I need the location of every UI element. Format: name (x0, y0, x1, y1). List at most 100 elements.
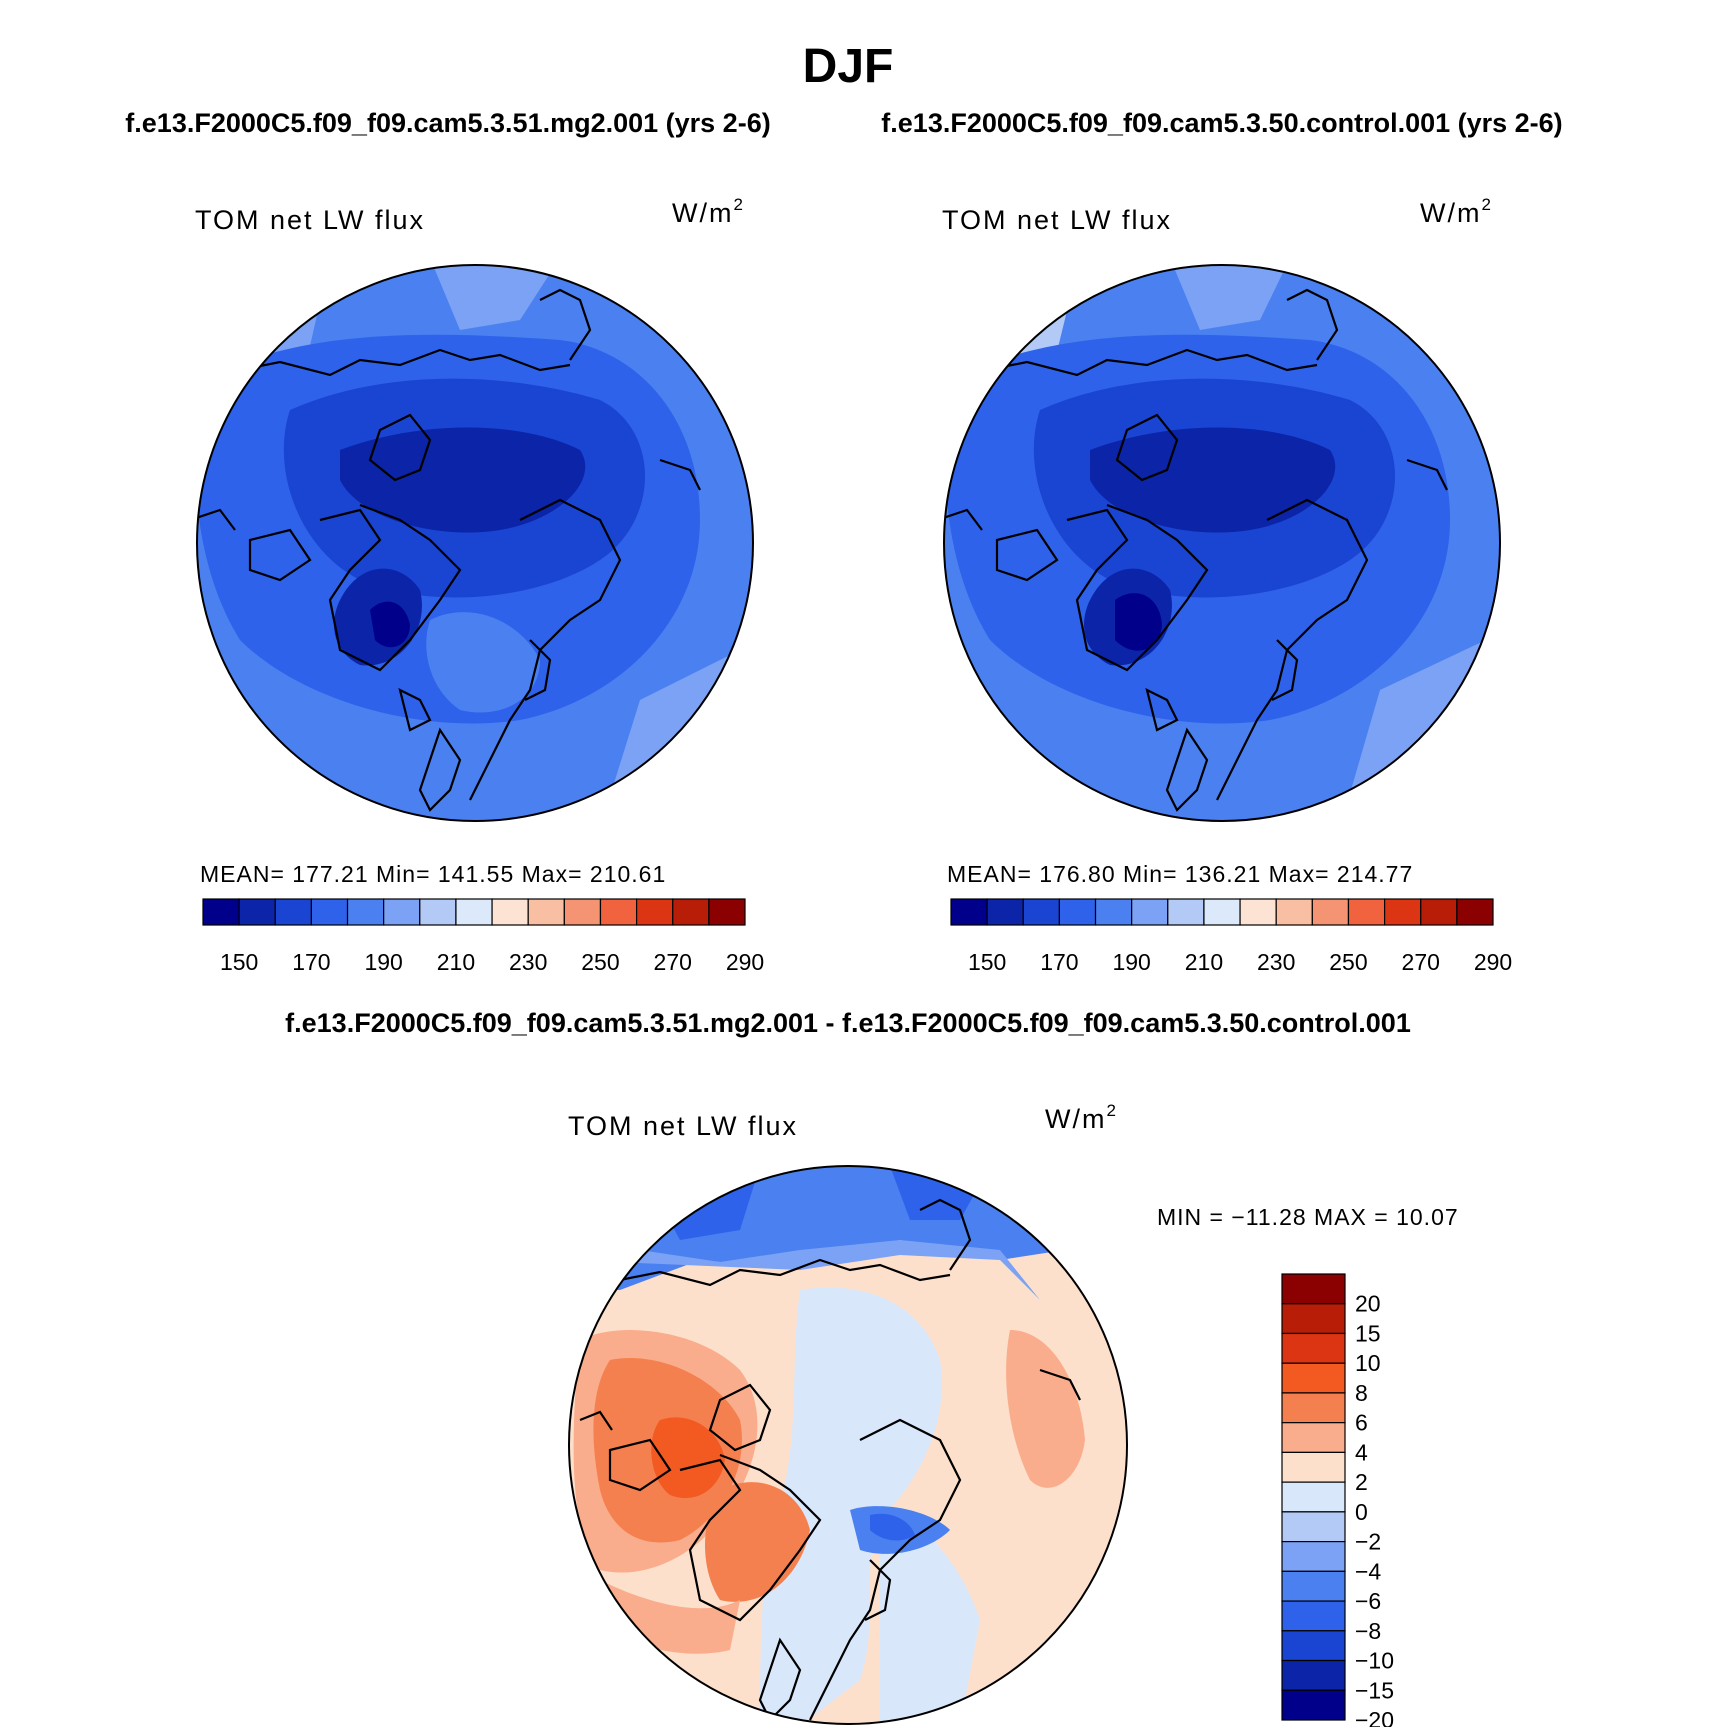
colorbar-difference-label: 4 (1355, 1439, 1368, 1465)
difference-variable: TOM net LW flux (568, 1111, 798, 1141)
colorbar-left-swatch (310, 898, 349, 926)
panel-right-map-border (943, 264, 1501, 822)
colorbar-difference-swatch (1281, 1630, 1346, 1662)
difference-caption: f.e13.F2000C5.f09_f09.cam5.3.51.mg2.001 … (285, 1008, 1411, 1038)
colorbar-difference-swatch (1281, 1392, 1346, 1424)
colorbar-difference-swatch (1281, 1511, 1346, 1543)
colorbar-right-swatch (1167, 898, 1205, 926)
colorbar-right-swatch (1420, 898, 1458, 926)
colorbar-left-swatch (202, 898, 240, 926)
colorbar-right-swatch (1275, 898, 1313, 926)
colorbar-right-swatch (1022, 898, 1060, 926)
panel-left-map-border (196, 264, 754, 822)
panel-right: TOM net LW flux W/m2 (942, 195, 1512, 975)
colorbar-difference-swatch (1281, 1362, 1346, 1394)
colorbar-difference-label: −6 (1355, 1588, 1381, 1614)
panel-right-caption: f.e13.F2000C5.f09_f09.cam5.3.50.control.… (881, 108, 1562, 138)
colorbar-left-label: 270 (654, 949, 692, 975)
difference-minmax: MIN = −11.28 MAX = 10.07 (1157, 1204, 1459, 1230)
colorbar-difference-label: 2 (1355, 1469, 1368, 1495)
colorbar-right-swatch (1131, 898, 1169, 926)
colorbar-difference-swatch (1281, 1659, 1346, 1691)
colorbar-left-swatch (635, 898, 674, 926)
colorbar-right-swatch (1311, 898, 1350, 926)
panel-left-units: W/m2 (672, 195, 745, 228)
colorbar-left-swatch (238, 898, 276, 926)
colorbar-difference-label: −2 (1355, 1529, 1381, 1555)
colorbar-left-label: 230 (509, 949, 547, 975)
colorbar-right-label: 150 (968, 949, 1006, 975)
panel-right-units: W/m2 (1420, 195, 1493, 228)
colorbar-difference-label: 0 (1355, 1499, 1368, 1525)
colorbar-left-label: 250 (581, 949, 619, 975)
colorbar-right-swatch (1456, 898, 1494, 926)
colorbar-difference-swatch (1281, 1422, 1346, 1453)
colorbar-difference-swatch (1281, 1303, 1346, 1335)
panel-difference: f.e13.F2000C5.f09_f09.cam5.3.51.mg2.001 … (285, 1008, 1459, 1732)
colorbar-left-swatch (599, 898, 638, 926)
colorbar-right-label: 230 (1257, 949, 1295, 975)
panel-left-variable: TOM net LW flux (195, 205, 425, 235)
difference-map-border (568, 1165, 1128, 1725)
colorbar-left-label: 210 (437, 949, 475, 975)
panel-left-map (197, 265, 753, 821)
colorbar-left-label: 290 (726, 949, 764, 975)
panel-right-variable: TOM net LW flux (942, 205, 1172, 235)
colorbar-difference-label: 15 (1355, 1320, 1381, 1346)
colorbar-difference-swatch (1281, 1600, 1346, 1632)
colorbar-difference-label: −4 (1355, 1558, 1381, 1584)
colorbar-left-swatch (455, 898, 493, 926)
panel-left-colorbar: 150 170 190 210 230 250 270 290 (202, 898, 764, 975)
colorbar-right-label: 290 (1474, 949, 1512, 975)
colorbar-right-swatch (1239, 898, 1277, 926)
colorbar-difference-swatch (1281, 1332, 1346, 1364)
colorbar-left-swatch (383, 898, 421, 926)
colorbar-difference-label: 20 (1355, 1291, 1381, 1317)
panel-left-caption: f.e13.F2000C5.f09_f09.cam5.3.51.mg2.001 … (125, 108, 770, 138)
panel-left: TOM net LW flux W/m2 (195, 195, 764, 975)
colorbar-difference-label: −8 (1355, 1618, 1381, 1644)
colorbar-difference-swatch (1281, 1570, 1346, 1602)
colorbar-left-label: 170 (292, 949, 330, 975)
colorbar-difference-label: −15 (1355, 1677, 1394, 1703)
colorbar-difference-label: 8 (1355, 1380, 1368, 1406)
colorbar-left-swatch (672, 898, 710, 926)
colorbar-right-label: 190 (1112, 949, 1150, 975)
colorbar-difference-label: 6 (1355, 1410, 1368, 1436)
colorbar-right-swatch (950, 898, 988, 926)
difference-units: W/m2 (1045, 1101, 1118, 1134)
colorbar-right-label: 270 (1402, 949, 1440, 975)
colorbar-difference-label: 10 (1355, 1350, 1381, 1376)
colorbar-right-swatch (1058, 898, 1097, 926)
colorbar-difference-swatch (1281, 1451, 1346, 1483)
colorbar-left-swatch (274, 898, 312, 926)
colorbar-left-swatch (346, 898, 385, 926)
panel-right-map (944, 265, 1500, 821)
colorbar-right-label: 250 (1329, 949, 1367, 975)
colorbar-left-swatch (491, 898, 529, 926)
colorbar-left-swatch (563, 898, 602, 926)
colorbar-difference-label: −20 (1355, 1707, 1394, 1727)
colorbar-difference-swatch (1281, 1540, 1346, 1572)
colorbar-difference-swatch (1281, 1273, 1346, 1305)
colorbar-right-label: 210 (1185, 949, 1223, 975)
colorbar-right-swatch (1347, 898, 1386, 926)
colorbar-left-label: 150 (220, 949, 258, 975)
panel-right-colorbar: 150 170 190 210 230 250 270 290 (950, 898, 1512, 975)
colorbar-left-label: 190 (364, 949, 402, 975)
colorbar-right-swatch (1203, 898, 1241, 926)
colorbar-right-label: 170 (1040, 949, 1078, 975)
panel-left-stats: MEAN= 177.21 Min= 141.55 Max= 210.61 (200, 861, 666, 887)
colorbar-right-swatch (1094, 898, 1133, 926)
panel-right-stats: MEAN= 176.80 Min= 136.21 Max= 214.77 (947, 861, 1413, 887)
colorbar-left-swatch (527, 898, 565, 926)
colorbar-left-swatch (708, 898, 746, 926)
colorbar-left-swatch (419, 898, 457, 926)
colorbar-right-swatch (986, 898, 1024, 926)
colorbar-difference-label: −10 (1355, 1648, 1394, 1674)
figure-title: DJF (803, 40, 894, 93)
colorbar-right-swatch (1383, 898, 1422, 926)
colorbar-difference-swatch (1281, 1689, 1346, 1721)
